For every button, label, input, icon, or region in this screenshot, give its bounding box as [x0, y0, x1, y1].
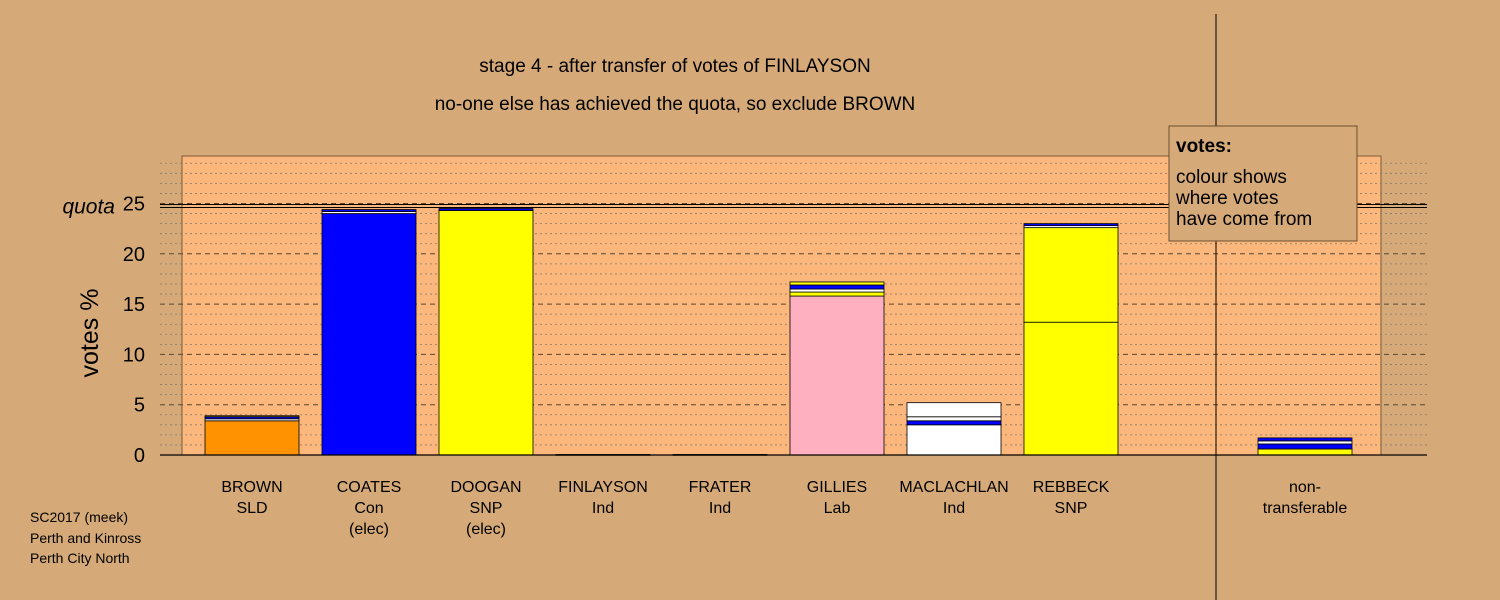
bar-segment [906, 424, 1002, 456]
chart-title: stage 4 - after transfer of votes of FIN… [479, 56, 870, 77]
bar-segment [438, 210, 534, 456]
x-tick-label: SNP [1055, 500, 1088, 517]
x-tick-label: Ind [943, 500, 965, 517]
x-tick-label: Lab [824, 500, 851, 517]
x-tick-label: DOOGAN [450, 479, 521, 496]
bar-segment [1023, 223, 1119, 227]
legend-title: votes: [1176, 136, 1232, 157]
chart-subtitle: no-one else has achieved the quota, so e… [435, 94, 916, 115]
x-tick-label: BROWN [221, 479, 282, 496]
x-tick-label: SNP [470, 500, 503, 517]
legend-line-3: have come from [1176, 209, 1312, 230]
bar-segment [1257, 437, 1353, 442]
x-tick-label: COATES [337, 479, 402, 496]
bar-segment [789, 281, 885, 286]
bar-segment [1257, 448, 1353, 456]
bar-segment [1023, 321, 1119, 456]
quota-label: quota [62, 196, 115, 219]
bar-segment [789, 291, 885, 297]
footer-line-3: Perth City North [30, 550, 130, 566]
legend-line-2: where votes [1175, 188, 1278, 209]
x-labels: BROWN SLD COATES Con (elec) DOOGAN SNP (elec) FI… [221, 479, 1347, 538]
bar-segment [906, 420, 1002, 426]
bars [204, 208, 1353, 456]
x-tick-label: MACLACHLAN [899, 479, 1008, 496]
bar-segment [789, 295, 885, 456]
x-tick-label: non- [1289, 479, 1321, 496]
bar-segment [1257, 443, 1353, 450]
y-axis-label: votes % [76, 289, 104, 378]
bar-segment [789, 284, 885, 290]
x-tick-label: Ind [709, 500, 731, 517]
legend-line-1: colour shows [1176, 167, 1287, 188]
y-tick-label: 15 [123, 294, 145, 316]
x-tick-label: Con [354, 500, 383, 517]
x-tick-label: Ind [592, 500, 614, 517]
bar-segment [321, 213, 417, 456]
y-ticks: 0 5 10 15 20 25 [123, 194, 145, 468]
bar-segment [204, 415, 300, 418]
y-tick-label: 20 [123, 244, 145, 266]
bar-segment [906, 416, 1002, 422]
y-tick-label: 25 [123, 194, 145, 216]
x-tick-label: GILLIES [807, 479, 867, 496]
x-tick-label: SLD [236, 500, 267, 517]
x-tick-label: REBBECK [1033, 479, 1110, 496]
bar-segment [1023, 227, 1119, 323]
legend: votes: colour shows where votes have com… [1168, 125, 1358, 242]
x-tick-label: transferable [1263, 500, 1348, 517]
y-tick-label: 0 [134, 445, 145, 467]
x-tick-label: (elec) [349, 521, 389, 538]
footer-line-2: Perth and Kinross [30, 530, 141, 546]
x-tick-label: (elec) [466, 521, 506, 538]
y-tick-label: 10 [123, 344, 145, 366]
x-tick-label: FINLAYSON [558, 479, 648, 496]
bar-segment [438, 208, 534, 211]
x-tick-label: FRATER [689, 479, 752, 496]
footer: SC2017 (meek) Perth and Kinross Perth Ci… [30, 509, 141, 566]
bar-segment [1257, 440, 1353, 445]
footer-line-1: SC2017 (meek) [30, 509, 128, 525]
bar-segment [321, 209, 417, 212]
bar-segment [204, 420, 300, 456]
y-tick-label: 5 [134, 395, 145, 417]
legend-box [1168, 125, 1358, 242]
bar-segment [789, 288, 885, 293]
bar-segment [906, 402, 1002, 418]
